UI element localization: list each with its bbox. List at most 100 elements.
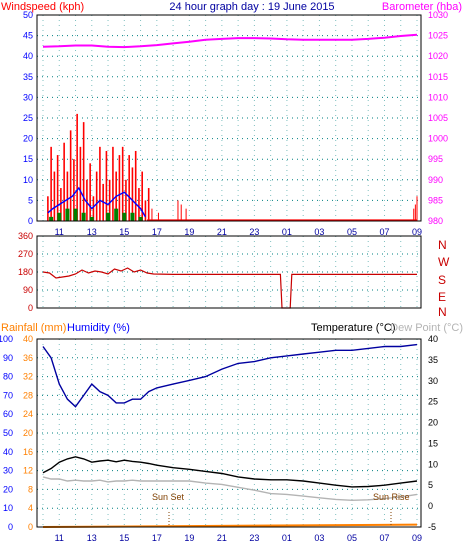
x-tick-label: 15 xyxy=(119,227,129,237)
rainfall-tick-label: 20 xyxy=(23,428,33,438)
direction-tick-label: 360 xyxy=(18,231,33,241)
humidity-tick-label: 80 xyxy=(3,372,13,382)
direction-tick-label: 270 xyxy=(18,249,33,259)
temperature-tick-label: 5 xyxy=(428,480,433,490)
direction-axes: 0 90 180 270 360 xyxy=(18,231,33,313)
wind-average-line xyxy=(47,186,147,218)
rainfall-tick-label: 16 xyxy=(23,447,33,457)
x-tick-label: 11 xyxy=(55,533,64,543)
temperature-tick-label: 35 xyxy=(428,355,438,365)
rainfall-tick-label: 28 xyxy=(23,390,33,400)
temperature-tick-label: 25 xyxy=(428,397,438,407)
temperature-line xyxy=(42,456,418,488)
windspeed-tick-label: 25 xyxy=(23,113,33,123)
top-plot-frame xyxy=(36,14,422,222)
x-tick-label: 23 xyxy=(249,533,259,543)
x-tick-label: 03 xyxy=(314,533,324,543)
barometer-line xyxy=(42,33,418,49)
humidity-tick-label: 100 xyxy=(0,334,13,344)
windspeed-tick-label: 45 xyxy=(23,31,33,41)
sunset-label: Sun Set xyxy=(152,492,185,502)
bottom-series xyxy=(42,343,418,528)
chart-title: 24 hour graph day : 19 June 2015 xyxy=(169,1,334,13)
direction-label-n-bottom: N xyxy=(438,305,447,319)
direction-label-n-top: N xyxy=(438,238,447,252)
humidity-tick-label: 10 xyxy=(3,503,13,513)
rainfall-tick-label: 0 xyxy=(28,522,33,532)
windspeed-tick-label: 40 xyxy=(23,51,33,61)
direction-plot-frame xyxy=(36,235,422,309)
x-tick-label: 07 xyxy=(379,533,389,543)
direction-label-s: S xyxy=(438,273,446,287)
bottom-plot-frame xyxy=(36,338,422,528)
humidity-temperature-panel: Rainfall (mm) Humidity (%) Temperature (… xyxy=(0,322,463,543)
barometer-tick-label: 995 xyxy=(428,154,443,164)
temperature-tick-label: 10 xyxy=(428,459,438,469)
x-tick-label: 05 xyxy=(347,227,357,237)
x-tick-label: 03 xyxy=(314,227,324,237)
x-tick-label: 01 xyxy=(282,227,292,237)
rainfall-tick-label: 32 xyxy=(23,372,33,382)
x-tick-label: 23 xyxy=(249,227,259,237)
barometer-tick-label: 1020 xyxy=(428,51,448,61)
temperature-tick-label: 0 xyxy=(428,501,433,511)
windspeed-tick-label: 50 xyxy=(23,10,33,20)
barometer-tick-label: 1000 xyxy=(428,134,448,144)
temperature-tick-label: -5 xyxy=(428,522,436,532)
humidity-axis-label: Humidity (%) xyxy=(67,322,130,334)
rainfall-tick-label: 12 xyxy=(23,466,33,476)
x-tick-label: 01 xyxy=(282,533,292,543)
dew-point-line xyxy=(42,476,418,502)
windspeed-tick-label: 5 xyxy=(28,195,33,205)
humidity-line xyxy=(42,343,418,408)
x-tick-label: 11 xyxy=(55,227,64,237)
humidity-tick-label: 0 xyxy=(8,522,13,532)
barometer-tick-label: 1005 xyxy=(428,113,448,123)
dew-point-axis-label: Dew Point (°C) xyxy=(390,322,463,334)
x-tick-label: 19 xyxy=(184,227,194,237)
barometer-tick-label: 1025 xyxy=(428,31,448,41)
x-tick-label: 09 xyxy=(412,227,422,237)
humidity-tick-label: 50 xyxy=(3,428,13,438)
windspeed-tick-label: 0 xyxy=(28,216,33,226)
temperature-tick-label: 20 xyxy=(428,418,438,428)
humidity-tick-label: 60 xyxy=(3,409,13,419)
direction-tick-label: 90 xyxy=(23,285,33,295)
rainfall-tick-label: 24 xyxy=(23,409,33,419)
direction-series xyxy=(42,267,417,309)
windspeed-tick-label: 30 xyxy=(23,92,33,102)
barometer-tick-label: 980 xyxy=(428,216,443,226)
humidity-tick-label: 40 xyxy=(3,447,13,457)
humidity-tick-label: 30 xyxy=(3,466,13,476)
windspeed-tick-label: 35 xyxy=(23,72,33,82)
wind-direction-panel: 0 90 180 270 360 N W S E N xyxy=(18,231,450,319)
wind-direction-line xyxy=(42,267,417,309)
sunrise-label: Sun Rise xyxy=(373,492,410,502)
windspeed-tick-label: 15 xyxy=(23,154,33,164)
windspeed-tick-label: 20 xyxy=(23,134,33,144)
barometer-tick-label: 1015 xyxy=(428,72,448,82)
barometer-axis-label: Barometer (hba) xyxy=(382,1,462,13)
x-tick-label: 05 xyxy=(347,533,357,543)
rainfall-axis-label: Rainfall (mm) xyxy=(1,322,66,334)
humidity-tick-label: 70 xyxy=(3,390,13,400)
humidity-tick-label: 90 xyxy=(3,353,13,363)
direction-tick-label: 0 xyxy=(28,303,33,313)
direction-label-e: E xyxy=(438,290,446,304)
x-tick-label: 19 xyxy=(184,533,194,543)
temperature-tick-label: 15 xyxy=(428,438,438,448)
x-tick-label: 17 xyxy=(152,227,162,237)
x-tick-label: 07 xyxy=(379,227,389,237)
x-tick-label: 17 xyxy=(152,533,162,543)
rainfall-tick-label: 36 xyxy=(23,353,33,363)
x-tick-label: 13 xyxy=(87,227,97,237)
humidity-tick-label: 20 xyxy=(3,484,13,494)
x-tick-label: 21 xyxy=(217,533,227,543)
x-tick-label: 09 xyxy=(412,533,422,543)
rainfall-tick-label: 4 xyxy=(28,503,33,513)
barometer-tick-label: 990 xyxy=(428,175,443,185)
windspeed-tick-label: 10 xyxy=(23,175,33,185)
top-axes: 0510152025303540455098098599099510001005… xyxy=(23,10,448,237)
